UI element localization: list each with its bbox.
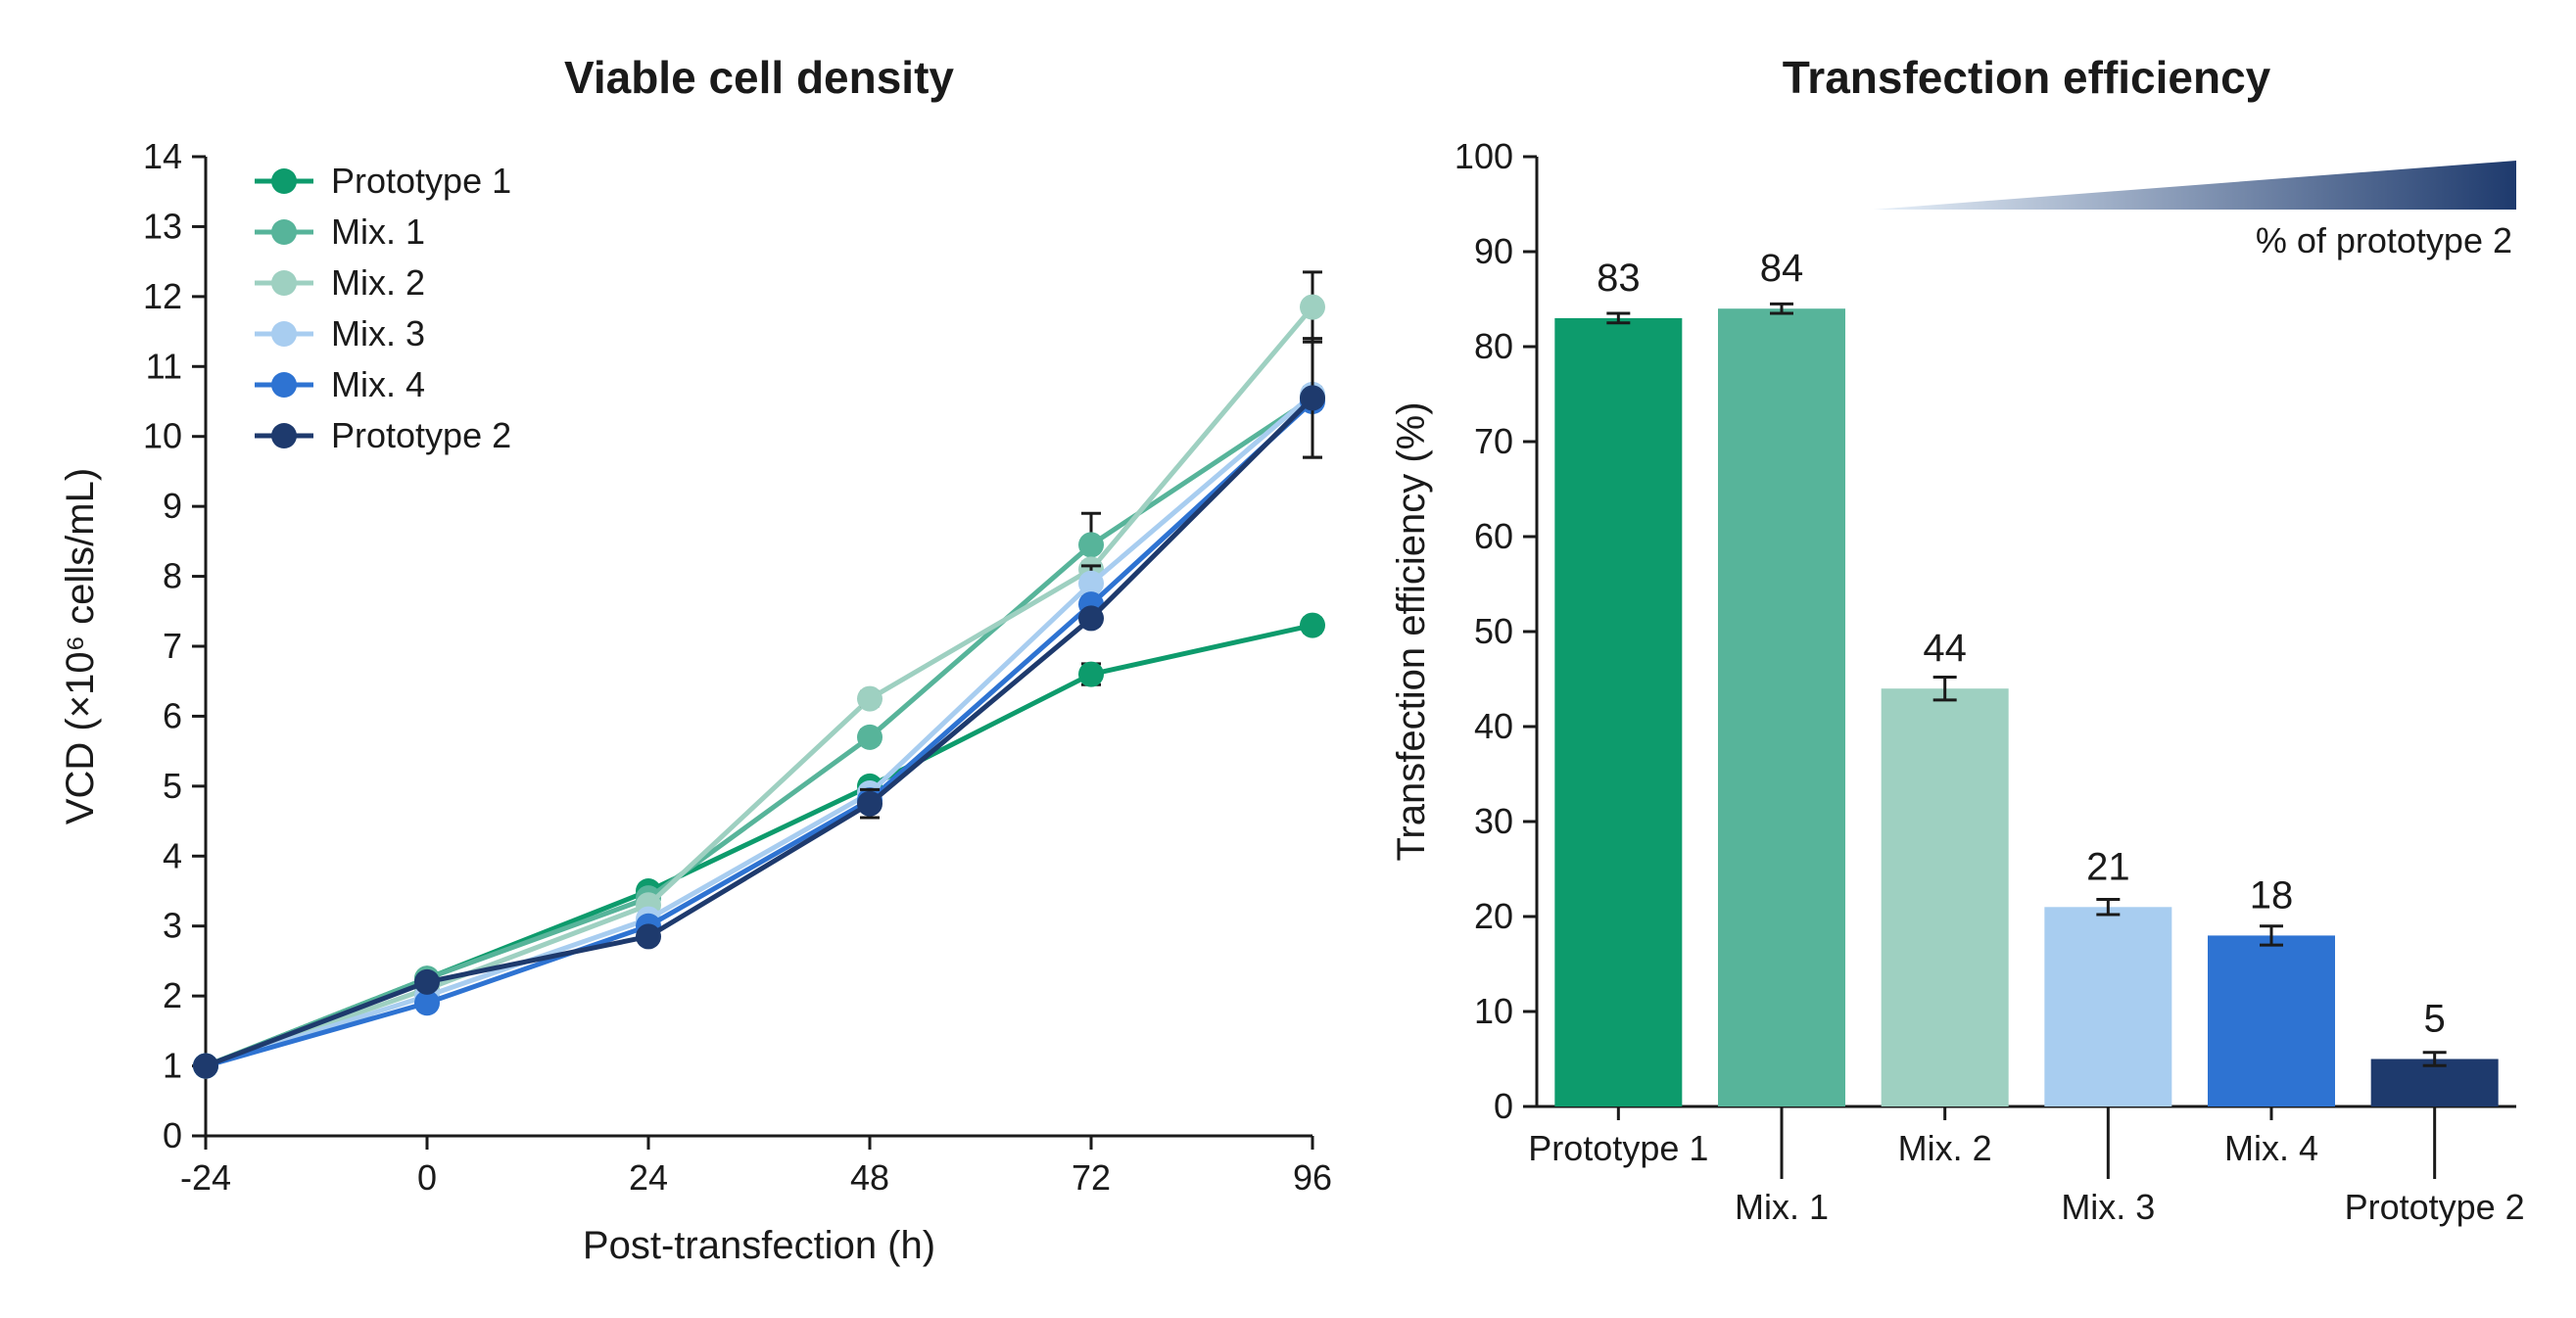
bar-value-label: 44 [1923,627,1967,670]
gradient-triangle [1873,161,2516,210]
y-tick-label: 4 [163,835,182,875]
y-tick-label: 8 [163,556,182,596]
series-marker [1078,662,1104,687]
y-tick-label: 80 [1474,326,1513,366]
legend-swatch-marker [271,321,297,347]
legend-label: Mix. 3 [331,313,425,353]
bar-value-label: 84 [1759,247,1803,290]
x-tick-label: 72 [1072,1157,1111,1198]
series-marker [1078,605,1104,631]
series-marker [1300,385,1325,410]
y-tick-label: 13 [143,206,182,246]
line-chart-svg: Viable cell density01234567891011121314-… [39,39,1391,1279]
bar-value-label: 18 [2249,873,2293,917]
y-tick-label: 14 [143,136,182,176]
right-chart-title: Transfection efficiency [1782,52,2270,103]
x-tick-label: 48 [850,1157,889,1198]
series-marker [857,725,883,750]
y-tick-label: 20 [1474,896,1513,936]
y-tick-label: 9 [163,486,182,526]
legend-label: Prototype 1 [331,161,511,201]
series-marker [636,923,661,949]
gradient-label: % of prototype 2 [2256,220,2512,260]
y-tick-label: 6 [163,695,182,735]
bar-value-label: 5 [2423,998,2445,1041]
bar-chart-svg: Transfection efficiency 0 10 20 30 40 50 60 70 80… [1370,39,2555,1279]
y-tick-label: 12 [143,276,182,316]
y-tick-label: 70 [1474,421,1513,461]
legend-swatch-marker [271,219,297,245]
x-tick-label: 24 [629,1157,668,1198]
legend-label: Prototype 2 [331,415,511,455]
x-axis-label: Post-transfection (h) [583,1224,935,1267]
x-tick-label: 96 [1293,1157,1332,1198]
left-panel: Viable cell density01234567891011121314-… [39,39,1370,1279]
bar [1554,318,1682,1106]
bar [1881,688,2008,1106]
series-line [206,398,1312,1065]
legend-label: Mix. 4 [331,364,425,404]
y-axis-label: VCD (×10⁶ cells/mL) [59,468,102,824]
y-tick-label: 30 [1474,801,1513,841]
legend-swatch-marker [271,372,297,398]
y-tick-label: 60 [1474,516,1513,556]
bar [1718,308,1845,1106]
y-axis-label: Transfection efficiency (%) [1390,401,1433,861]
category-label: Mix. 2 [1897,1128,1991,1168]
series-marker [193,1054,218,1079]
y-tick-label: 100 [1455,136,1513,176]
y-tick-label: 5 [163,766,182,806]
legend-swatch-marker [271,423,297,448]
category-label: Mix. 4 [2224,1128,2318,1168]
y-tick-label: 10 [1474,991,1513,1031]
y-tick-label: 7 [163,626,182,666]
legend-label: Mix. 1 [331,212,425,252]
bar-value-label: 21 [2086,845,2130,888]
x-tick-label: -24 [180,1157,231,1198]
series-line [206,398,1312,1065]
x-tick-label: 0 [417,1157,437,1198]
series-marker [414,969,440,995]
category-label: Prototype 1 [1528,1128,1708,1168]
figure-container: Viable cell density01234567891011121314-… [0,0,2576,1318]
category-label: Prototype 2 [2344,1187,2524,1227]
category-label: Mix. 3 [2061,1187,2155,1227]
series-marker [857,686,883,712]
bar [2044,907,2171,1106]
series-line [206,395,1312,1066]
legend-label: Mix. 2 [331,262,425,303]
y-tick-label: 90 [1474,231,1513,271]
y-tick-label: 50 [1474,611,1513,651]
y-tick-label: 11 [146,346,182,386]
y-tick-label: 1 [163,1046,182,1086]
bar [2208,935,2335,1106]
y-tick-label: 2 [163,975,182,1015]
series-marker [1078,532,1104,557]
left-chart-title: Viable cell density [564,52,954,103]
series-marker [1300,295,1325,320]
y-tick-label: 3 [163,906,182,946]
category-label: Mix. 1 [1735,1187,1829,1227]
y-tick-label: 0 [163,1115,182,1155]
legend-swatch-marker [271,168,297,194]
y-tick-label: 0 [1494,1086,1513,1126]
right-panel: Transfection efficiency 0 10 20 30 40 50 60 70 80… [1370,39,2537,1279]
bar-value-label: 83 [1597,257,1641,300]
y-tick-label: 10 [143,416,182,456]
y-tick-label: 40 [1474,706,1513,746]
series-marker [857,791,883,817]
series-marker [1300,613,1325,638]
legend-swatch-marker [271,270,297,296]
